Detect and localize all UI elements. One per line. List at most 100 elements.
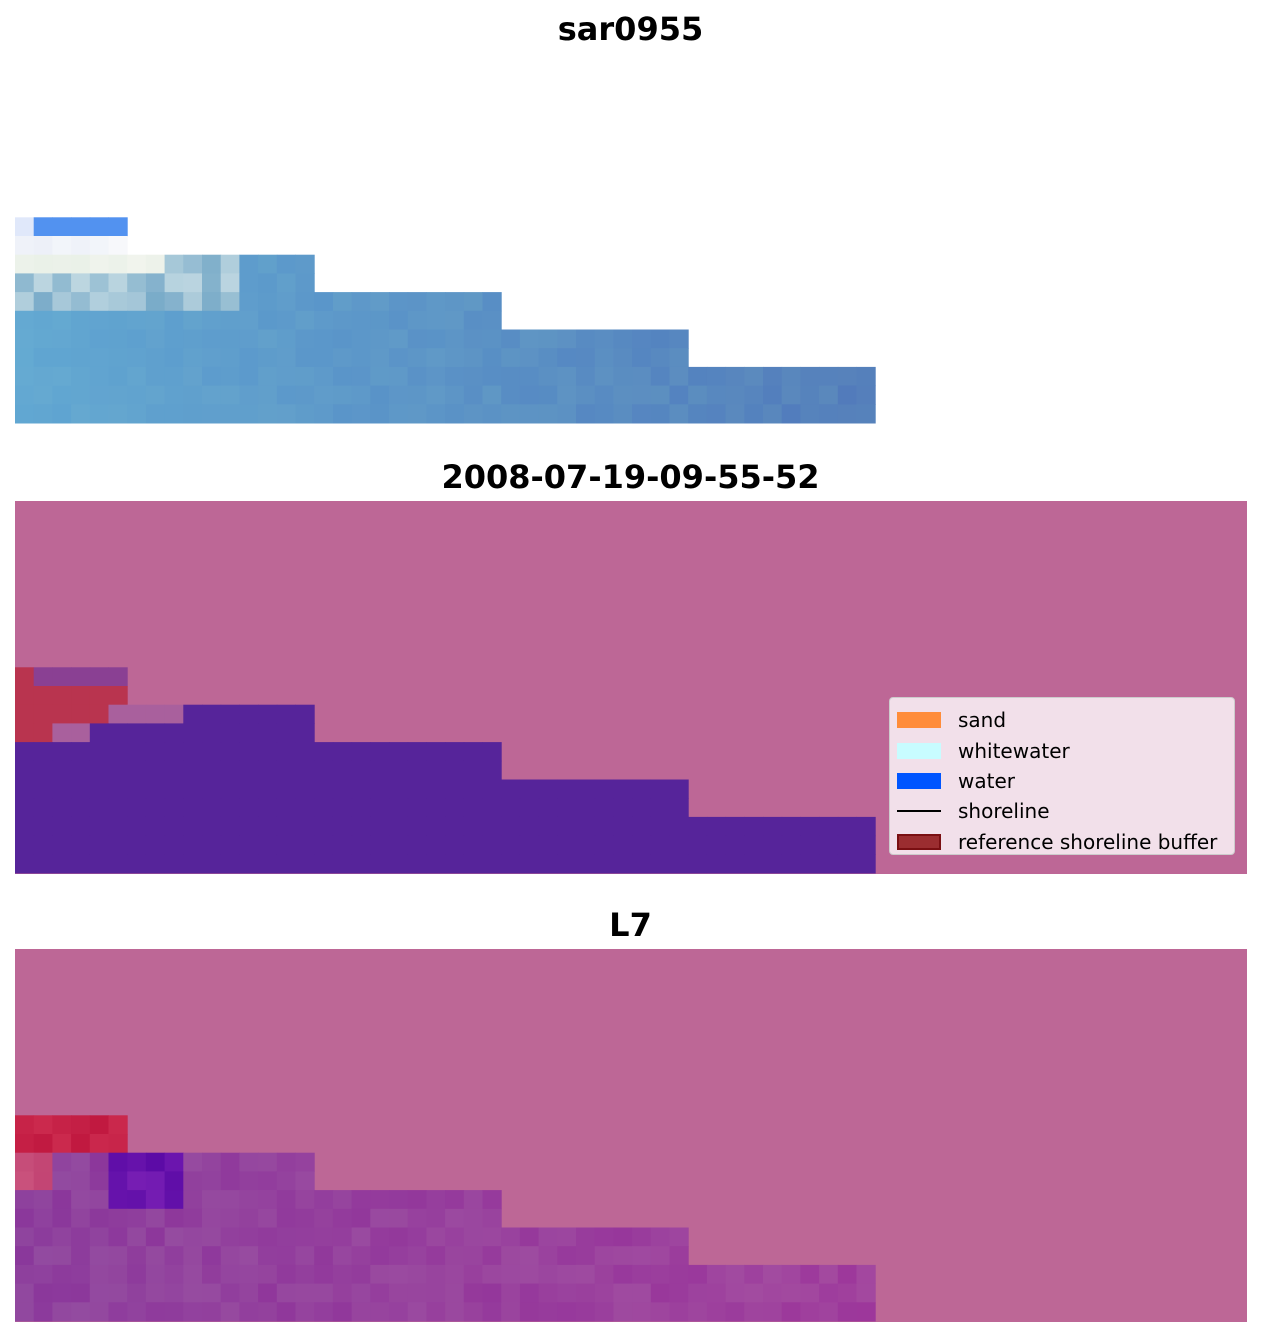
overlay-pixel <box>445 1283 465 1303</box>
rgb-pixel <box>538 366 558 387</box>
rgb-pixel <box>52 329 72 349</box>
class-pixel <box>351 742 371 762</box>
rgb-pixel <box>295 329 315 349</box>
class-pixel <box>220 835 240 855</box>
class-pixel <box>407 779 427 799</box>
rgb-pixel <box>613 366 633 387</box>
overlay-pixel <box>71 1264 91 1285</box>
rgb-pixel <box>164 404 184 424</box>
class-pixel <box>482 760 502 780</box>
class-pixel <box>314 835 334 855</box>
class-pixel <box>145 798 166 818</box>
class-pixel <box>314 798 334 818</box>
class-pixel <box>108 667 128 687</box>
class-pixel <box>594 798 614 818</box>
rgb-pixel <box>15 310 35 330</box>
overlay-pixel <box>145 1302 166 1322</box>
class-pixel <box>202 779 222 799</box>
overlay-pixel <box>202 1283 222 1303</box>
overlay-pixel <box>445 1208 465 1228</box>
rgb-image-panel <box>15 51 1247 424</box>
class-pixel <box>258 779 278 799</box>
rgb-pixel <box>202 254 222 274</box>
overlay-pixel <box>706 1302 727 1322</box>
overlay-pixel <box>706 1283 727 1303</box>
rgb-pixel <box>501 385 521 405</box>
overlay-pixel <box>370 1264 390 1285</box>
class-pixel <box>370 779 390 799</box>
rgb-pixel <box>426 292 446 312</box>
class-pixel <box>370 798 390 818</box>
class-pixel <box>164 854 184 874</box>
overlay-pixel <box>445 1227 465 1247</box>
overlay-pixel <box>576 1302 596 1322</box>
class-pixel <box>258 723 278 743</box>
class-pixel <box>258 835 278 855</box>
overlay-pixel <box>463 1246 483 1266</box>
rgb-pixel <box>650 366 670 387</box>
rgb-pixel <box>351 366 371 387</box>
rgb-pixel <box>669 404 689 424</box>
rgb-pixel <box>15 236 35 256</box>
overlay-pixel <box>183 1227 203 1247</box>
class-pixel <box>164 798 184 818</box>
class-pixel <box>239 798 259 818</box>
class-pixel <box>127 854 147 874</box>
overlay-pixel <box>594 1246 614 1266</box>
rgb-pixel <box>295 310 315 330</box>
rgb-pixel <box>763 404 783 424</box>
class-pixel <box>183 779 203 799</box>
rgb-pixel <box>407 404 427 424</box>
rgb-pixel <box>202 385 222 405</box>
class-pixel <box>108 686 128 706</box>
overlay-pixel <box>501 1264 521 1285</box>
class-pixel <box>370 835 390 855</box>
class-pixel <box>89 723 109 743</box>
overlay-pixel <box>445 1264 465 1285</box>
overlay-pixel <box>258 1264 278 1285</box>
class-pixel <box>183 798 203 818</box>
overlay-pixel <box>538 1227 558 1247</box>
class-pixel <box>669 854 689 874</box>
class-pixel <box>594 779 614 799</box>
rgb-pixel <box>258 273 278 293</box>
class-pixel <box>52 798 72 818</box>
class-pixel <box>763 816 783 837</box>
class-pixel <box>239 760 259 780</box>
class-pixel <box>856 816 876 837</box>
class-pixel <box>127 835 147 855</box>
overlay-pixel <box>164 1246 184 1266</box>
class-pixel <box>389 854 409 874</box>
rgb-pixel <box>276 404 296 424</box>
rgb-pixel <box>220 292 240 312</box>
overlay-pixel <box>239 1171 259 1191</box>
rgb-pixel <box>52 236 72 256</box>
class-pixel <box>314 742 334 762</box>
class-pixel <box>71 686 91 706</box>
overlay-pixel <box>557 1264 577 1285</box>
overlay-pixel <box>332 1246 353 1266</box>
overlay-pixel <box>538 1264 558 1285</box>
overlay-pixel <box>108 1115 128 1135</box>
rgb-pixel <box>351 292 371 312</box>
overlay-pixel <box>33 1283 53 1303</box>
overlay-pixel <box>351 1227 371 1247</box>
overlay-pixel <box>127 1264 147 1285</box>
overlay-pixel <box>89 1264 109 1285</box>
class-pixel <box>202 760 222 780</box>
overlay-pixel <box>108 1264 128 1285</box>
rgb-pixel <box>183 292 203 312</box>
class-pixel <box>332 816 353 837</box>
overlay-pixel <box>482 1208 502 1228</box>
rgb-pixel <box>407 310 427 330</box>
overlay-pixel <box>351 1208 371 1228</box>
overlay-pixel <box>183 1208 203 1228</box>
class-pixel <box>669 835 689 855</box>
class-pixel <box>239 835 259 855</box>
overlay-pixel <box>856 1283 876 1303</box>
class-pixel <box>52 723 72 743</box>
rgb-pixel <box>276 348 296 368</box>
class-pixel <box>33 854 53 874</box>
class-pixel <box>800 816 820 837</box>
class-pixel <box>519 835 540 855</box>
